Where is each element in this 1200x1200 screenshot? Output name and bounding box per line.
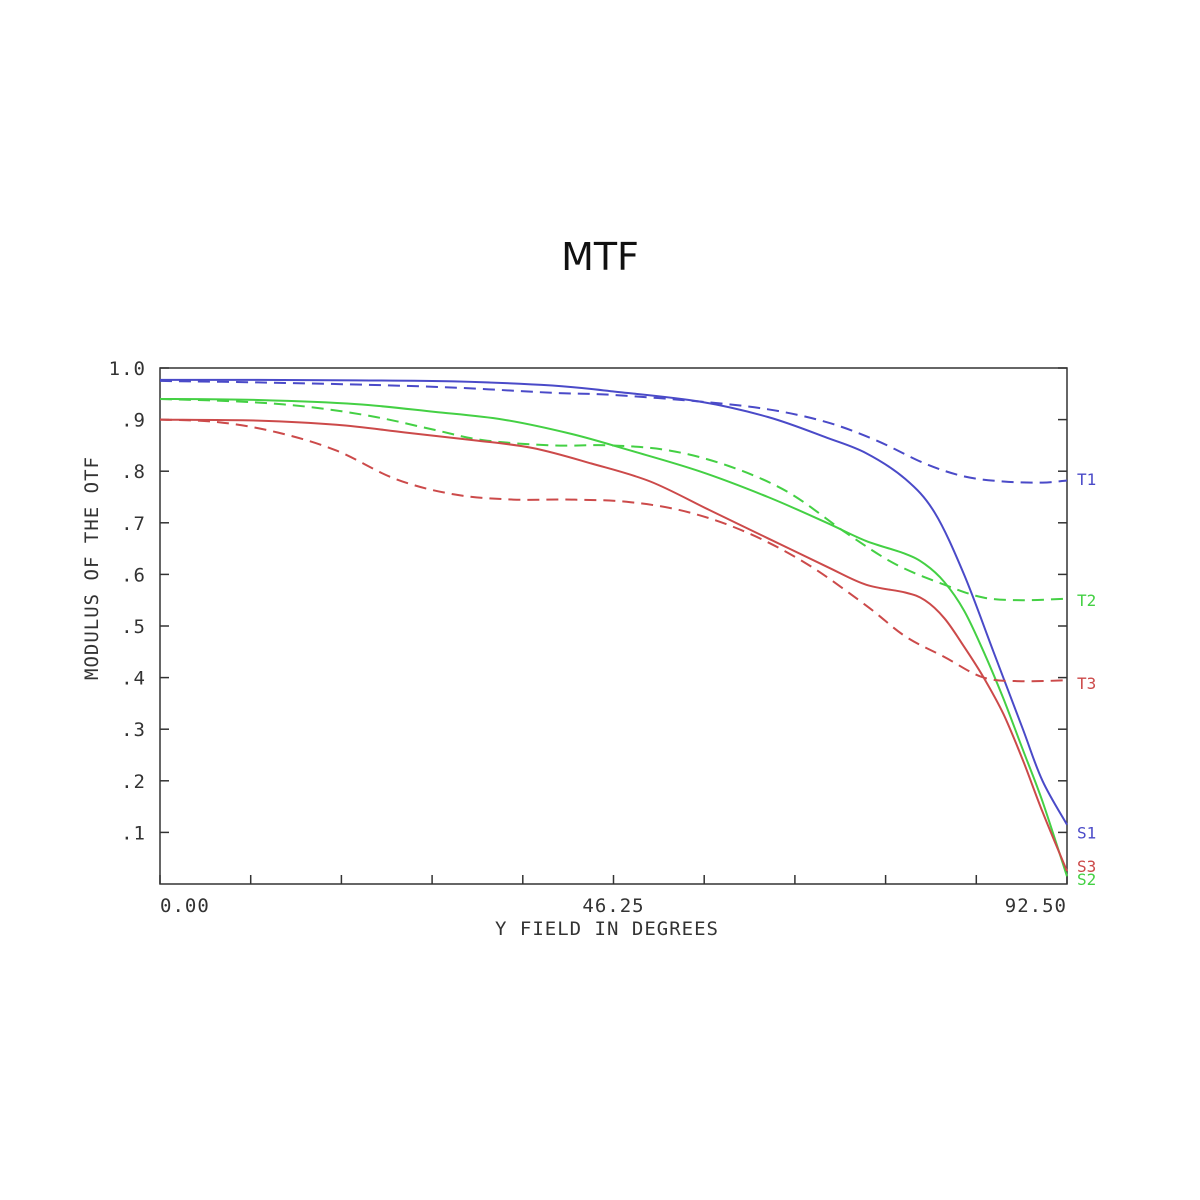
chart-title: MTF — [561, 235, 639, 279]
series-label-s1: S1 — [1077, 823, 1096, 842]
series-line-s2 — [159, 398, 1068, 877]
y-tick-label: .3 — [121, 719, 146, 741]
y-tick-label: .7 — [121, 513, 146, 535]
series-label-t2: T2 — [1077, 591, 1096, 610]
y-tick-label: .2 — [121, 771, 146, 793]
y-tick-label: .5 — [121, 616, 146, 638]
series-line-t3 — [159, 418, 1068, 683]
series-line-t2 — [159, 398, 1068, 602]
x-tick-label: 46.25 — [582, 895, 644, 917]
y-tick-label: .9 — [121, 410, 146, 432]
series-label-t3: T3 — [1077, 674, 1096, 693]
x-tick-label: 0.00 — [160, 895, 210, 917]
x-tick-label: 92.50 — [1005, 895, 1067, 917]
series-label-t1: T1 — [1077, 470, 1096, 489]
y-tick-label: 1.0 — [109, 358, 146, 380]
y-axis-label: MODULUS OF THE OTF — [81, 456, 103, 680]
series-line-s3 — [159, 418, 1068, 872]
y-tick-label: .8 — [121, 461, 146, 483]
series-line-s1 — [159, 378, 1068, 826]
series-label-s2: S2 — [1077, 870, 1096, 889]
y-tick-label: .6 — [121, 564, 146, 586]
y-tick-label: .4 — [121, 668, 146, 690]
x-axis-label: Y FIELD IN DEGREES — [495, 918, 719, 940]
series-line-t1 — [159, 379, 1068, 484]
series-label-s3: S3 — [1077, 857, 1096, 876]
y-tick-label: .1 — [121, 822, 146, 844]
